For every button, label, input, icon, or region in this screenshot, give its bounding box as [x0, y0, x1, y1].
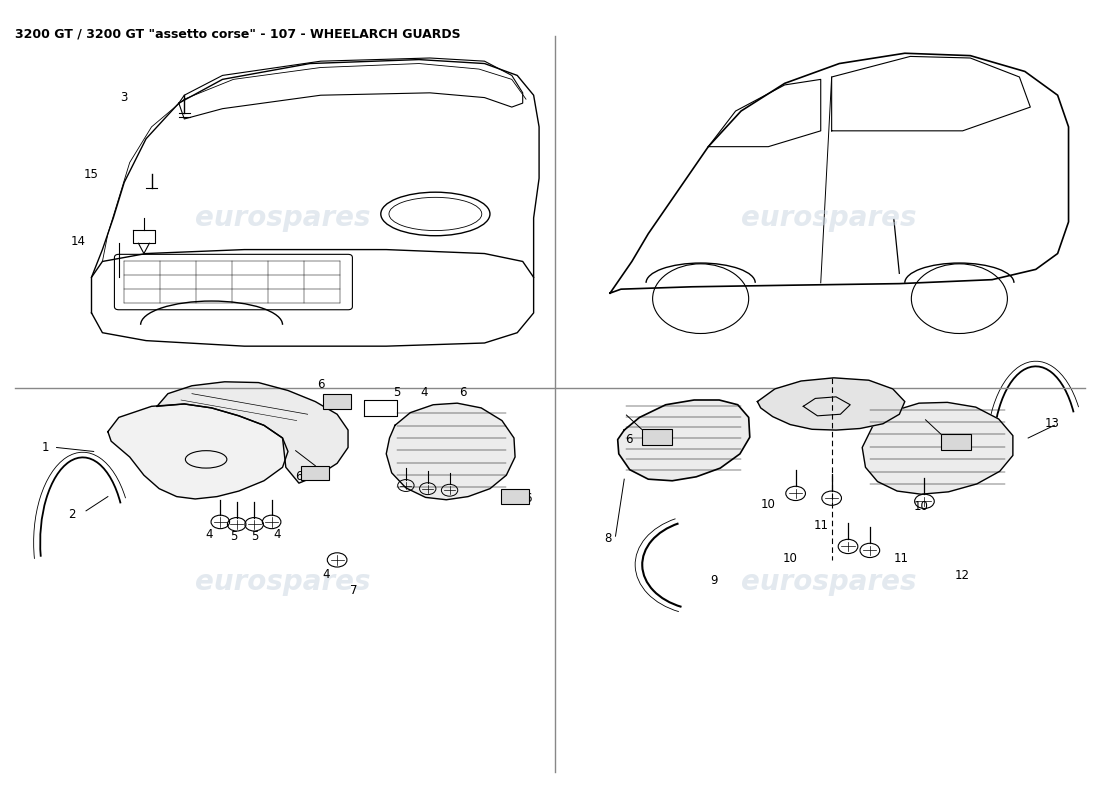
Polygon shape — [618, 400, 750, 481]
Text: eurospares: eurospares — [740, 204, 916, 232]
Bar — [641, 430, 672, 445]
Polygon shape — [157, 382, 348, 483]
Text: 11: 11 — [813, 518, 828, 531]
Bar — [940, 434, 971, 450]
Text: 10: 10 — [761, 498, 776, 511]
Text: 6: 6 — [317, 378, 324, 390]
Polygon shape — [758, 378, 905, 430]
Text: 4: 4 — [420, 386, 428, 398]
Text: 7: 7 — [350, 583, 358, 597]
Text: 11: 11 — [894, 552, 909, 565]
Text: 6: 6 — [295, 470, 302, 483]
Polygon shape — [862, 402, 1013, 494]
Text: 6: 6 — [959, 438, 967, 452]
Text: 2: 2 — [68, 508, 76, 522]
Text: 3: 3 — [121, 91, 128, 104]
Text: 6: 6 — [459, 386, 466, 398]
Text: 8: 8 — [604, 532, 612, 545]
Text: 3200 GT / 3200 GT "assetto corse" - 107 - WHEELARCH GUARDS: 3200 GT / 3200 GT "assetto corse" - 107 … — [15, 28, 461, 41]
Bar — [323, 394, 351, 409]
Text: 6: 6 — [525, 493, 532, 506]
Text: 15: 15 — [84, 168, 99, 181]
Text: 12: 12 — [955, 570, 970, 582]
Text: 10: 10 — [914, 500, 928, 514]
Text: 5: 5 — [230, 530, 238, 543]
Text: 4: 4 — [273, 528, 280, 541]
Text: 14: 14 — [70, 235, 86, 248]
Text: eurospares: eurospares — [740, 568, 916, 596]
Polygon shape — [108, 404, 288, 499]
Bar — [301, 466, 330, 480]
Text: 9: 9 — [710, 574, 717, 587]
Text: 6: 6 — [625, 433, 632, 446]
Text: 4: 4 — [322, 568, 330, 581]
Text: 5: 5 — [252, 530, 258, 543]
Text: 4: 4 — [206, 528, 213, 541]
Text: 10: 10 — [783, 552, 798, 565]
Polygon shape — [386, 403, 515, 500]
Text: 1: 1 — [42, 441, 50, 454]
Text: 13: 13 — [1045, 418, 1059, 430]
Text: eurospares: eurospares — [195, 204, 371, 232]
Text: eurospares: eurospares — [195, 568, 371, 596]
Text: 5: 5 — [394, 386, 400, 398]
Bar — [500, 490, 529, 504]
